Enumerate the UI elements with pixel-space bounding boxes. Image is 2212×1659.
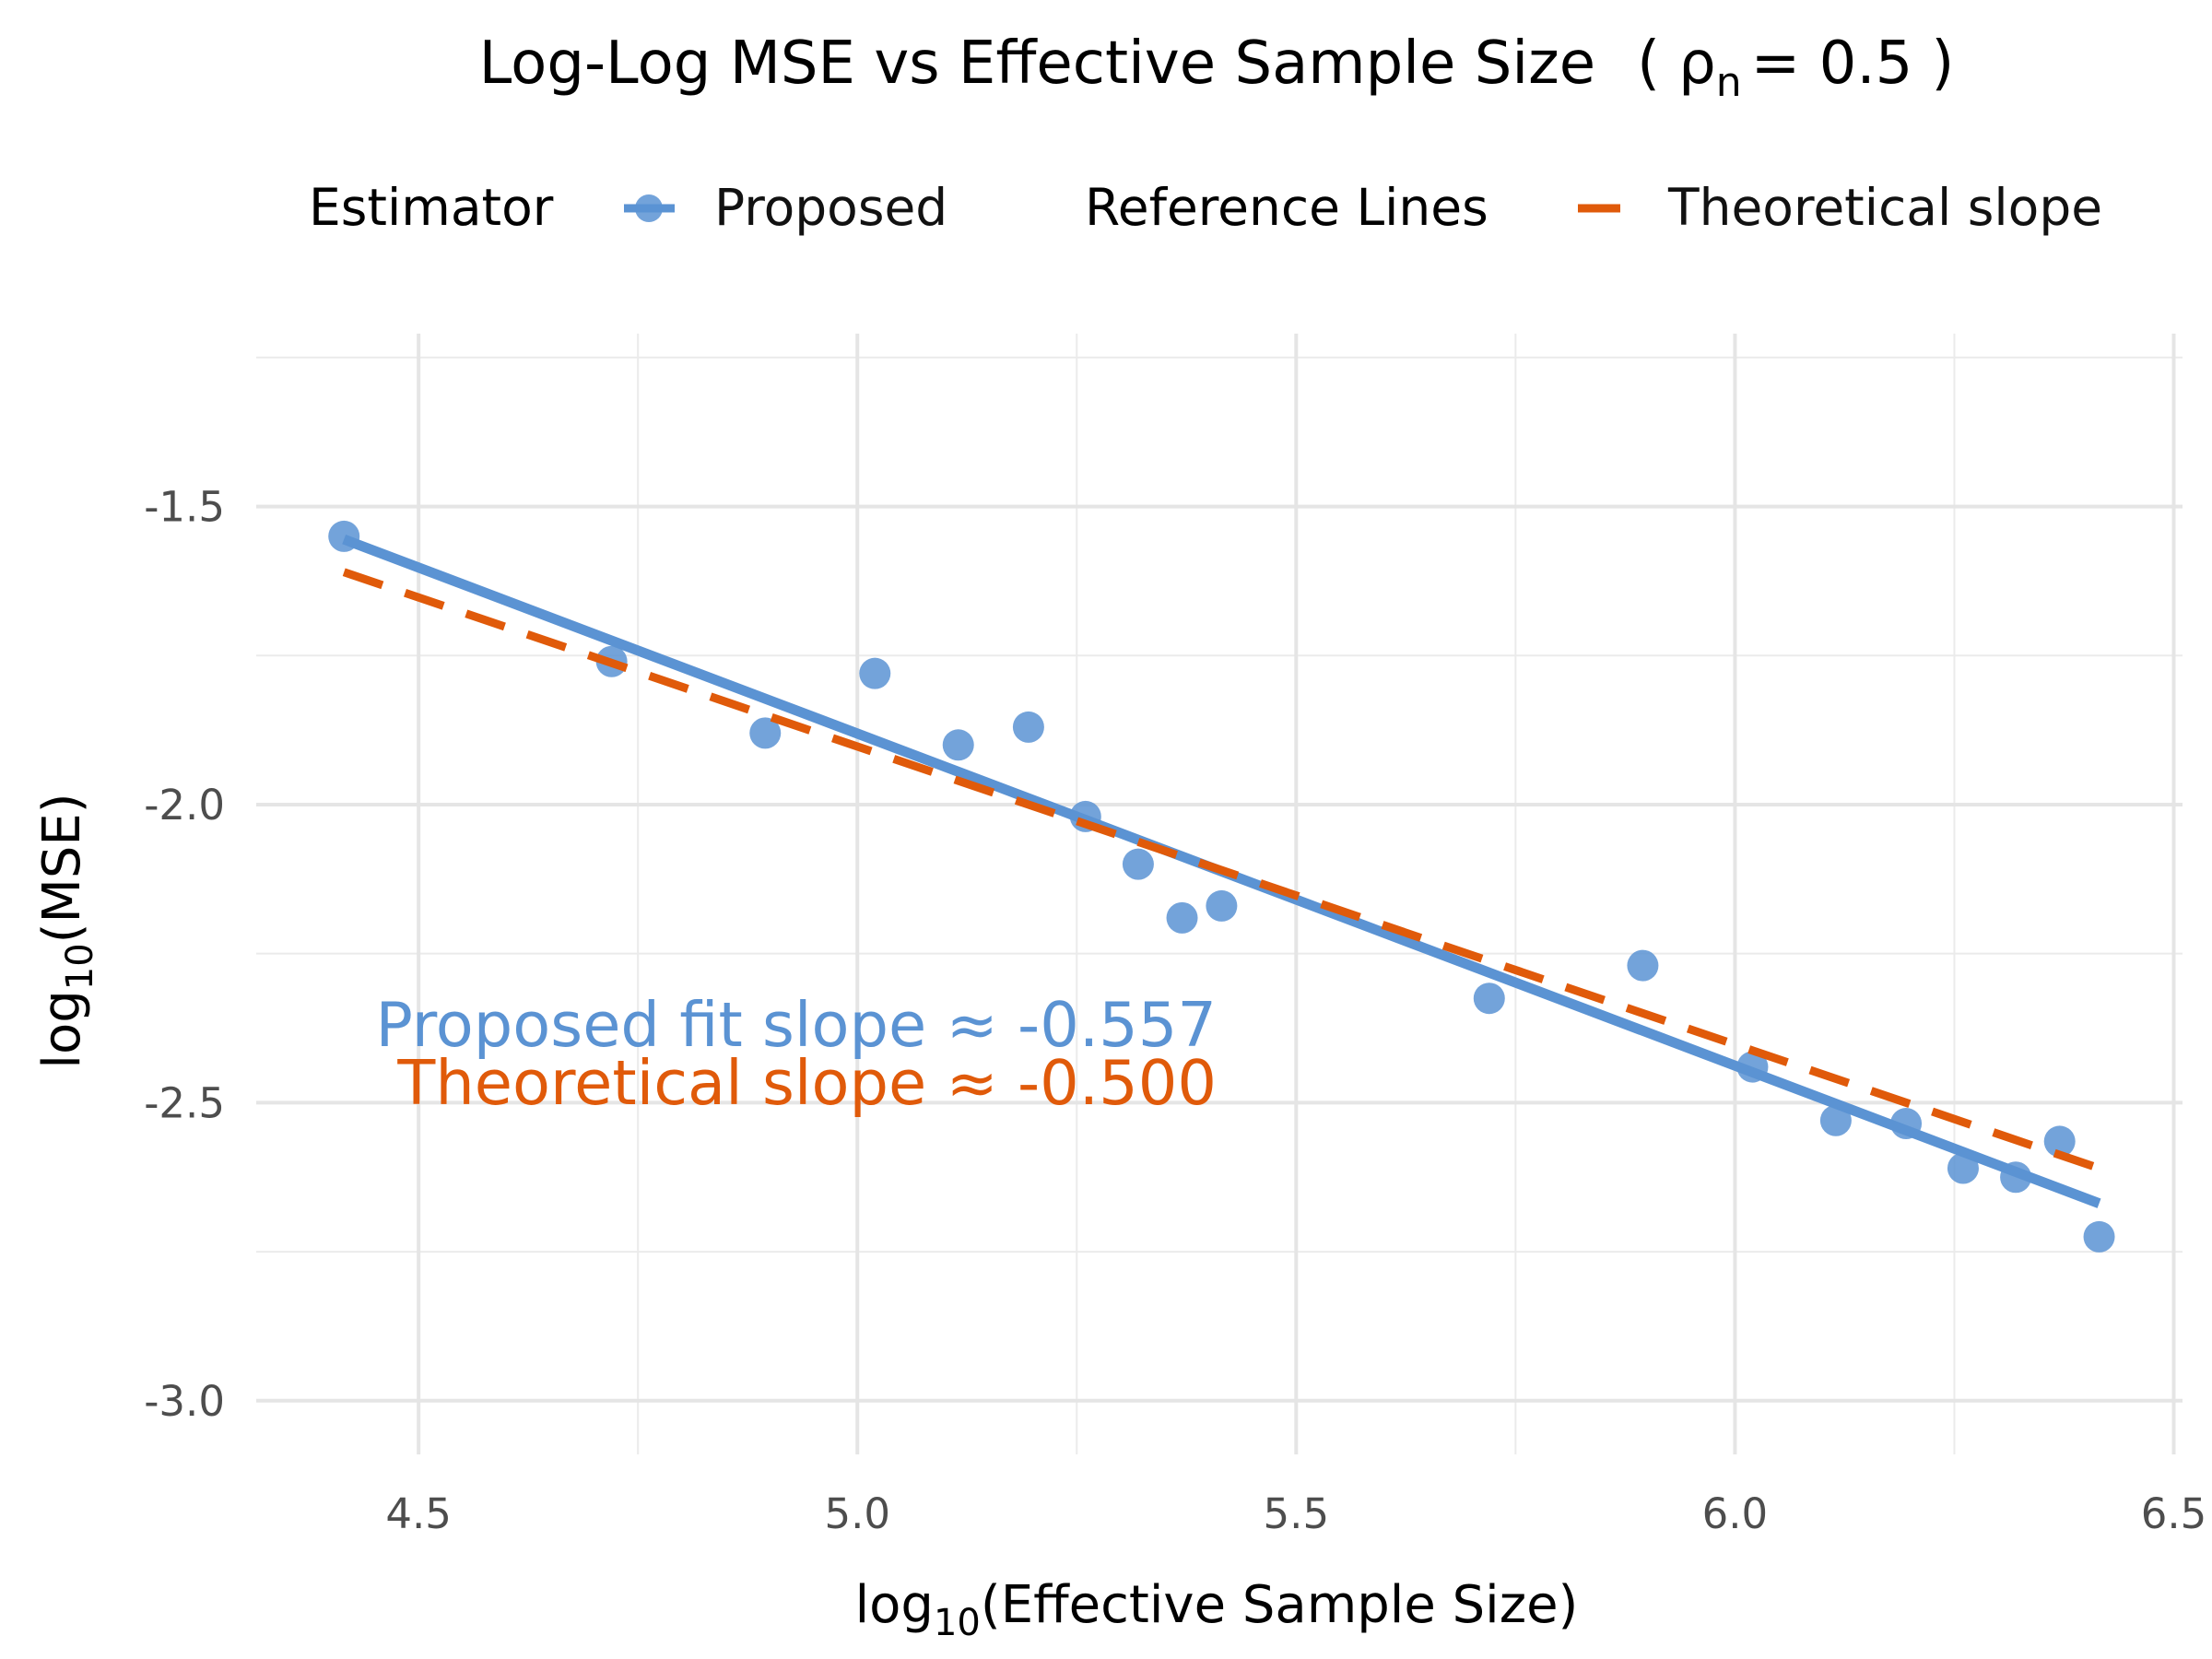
legend-estimator-title: Estimator (309, 178, 554, 237)
data-point (1012, 711, 1044, 743)
y-tick-label: -2.5 (144, 1078, 225, 1127)
annotation-fit-slope: Proposed fit slope ≈ -0.557 (375, 989, 1217, 1061)
chart-title-paren-open: ( (1637, 29, 1660, 98)
data-point (2083, 1220, 2115, 1253)
data-point (859, 657, 891, 689)
x-tick-labels: 4.5 5.0 5.5 6.0 6.5 (385, 1489, 2206, 1538)
data-point (1122, 848, 1154, 880)
grid-minor (256, 334, 2183, 1454)
y-tick-label: -2.0 (144, 781, 225, 830)
chart-title-main: Log-Log MSE vs Effective Sample Size (479, 29, 1596, 98)
chart-title: Log-Log MSE vs Effective Sample Size ( ρn =… (479, 29, 1955, 106)
chart-title-equals: = 0.5 (1751, 29, 1913, 98)
data-point (1206, 889, 1238, 922)
theoretical-slope-line (342, 568, 2100, 1172)
y-tick-label: -3.0 (144, 1377, 225, 1426)
x-axis-title-prefix: log (855, 1575, 934, 1635)
legend-theoretical-label: Theoretical slope (1667, 178, 2102, 237)
y-tick-label: -1.5 (144, 483, 225, 532)
chart-title-paren-close: ) (1931, 29, 1954, 98)
data-point (942, 729, 974, 761)
data-point (1627, 949, 1659, 982)
data-point (1819, 1104, 1852, 1136)
data-point (2043, 1125, 2076, 1158)
x-tick-label: 5.0 (824, 1489, 890, 1538)
y-axis-title: log10(MSE) (32, 793, 101, 1068)
legend-reference-title: Reference Lines (1085, 178, 1488, 237)
x-axis-title: log10(Effective Sample Size) (855, 1575, 1579, 1644)
legend-proposed-marker (635, 194, 663, 222)
chart-title-subscript: n (1716, 59, 1742, 106)
data-point (1166, 901, 1198, 934)
legend: Estimator Proposed Reference Lines Theor… (309, 178, 2102, 237)
x-tick-label: 6.5 (2141, 1489, 2207, 1538)
y-tick-labels: -3.0 -2.5 -2.0 -1.5 (144, 483, 225, 1426)
annotation-theoretical-slope: Theoretical slope ≈ -0.500 (396, 1047, 1217, 1119)
x-axis-title-subscript: 10 (934, 1602, 981, 1644)
data-point (1473, 982, 1505, 1015)
series-lines (342, 535, 2101, 1208)
data-point (1947, 1152, 1979, 1184)
x-axis-title-text: (Effective Sample Size) (981, 1575, 1579, 1635)
y-axis-title-subscript: 10 (59, 943, 101, 990)
x-tick-label: 6.0 (1702, 1489, 1769, 1538)
y-axis-title-text: (MSE) (32, 793, 92, 943)
chart-title-symbol: ρ (1678, 29, 1716, 98)
y-axis-title-prefix: log (32, 990, 92, 1068)
x-tick-label: 4.5 (385, 1489, 452, 1538)
legend-proposed-label: Proposed (714, 178, 947, 237)
data-point (749, 717, 782, 749)
x-tick-label: 5.5 (1264, 1489, 1330, 1538)
